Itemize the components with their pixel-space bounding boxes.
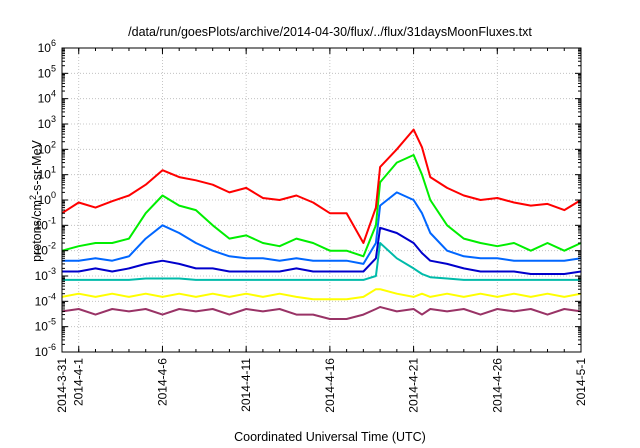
y-tick-base: 10: [38, 66, 52, 80]
x-tick-label: 2014-4-21: [407, 358, 421, 413]
y-tick-base: 10: [38, 168, 52, 182]
grid-lines: [62, 48, 581, 352]
y-tick-exp: 5: [51, 63, 56, 73]
x-tick-label: 2014-4-11: [239, 358, 253, 412]
y-tick-label: 102: [38, 139, 56, 156]
chart-title: /data/run/goesPlots/archive/2014-04-30/f…: [128, 25, 532, 39]
y-tick-exp: 2: [51, 139, 56, 149]
y-ticks: 10-610-510-410-310-210-11001011021031041…: [35, 38, 581, 359]
y-tick-exp: 3: [51, 114, 56, 124]
series-line: [61, 306, 582, 320]
y-tick-label: 105: [38, 63, 56, 80]
x-tick-label: 2014-3-31: [55, 358, 69, 413]
y-tick-base: 10: [35, 320, 49, 334]
y-tick-base: 10: [38, 117, 52, 131]
y-tick-label: 10-5: [35, 317, 56, 334]
y-tick-base: 10: [38, 142, 52, 156]
y-tick-exp: -6: [48, 342, 56, 352]
y-tick-label: 10-3: [35, 266, 56, 283]
x-tick-label: 2014-4-16: [323, 358, 337, 413]
y-axis-label: protons/cm2-s-sr-MeV: [28, 140, 44, 262]
y-tick-exp: -2: [48, 241, 56, 251]
x-tick-label: 2014-4-26: [490, 358, 504, 413]
y-axis-label-prefix: protons/cm: [30, 200, 45, 262]
y-tick-label: 10-2: [35, 241, 56, 258]
y-tick-label: 106: [38, 38, 56, 55]
y-tick-label: 101: [38, 165, 56, 182]
y-tick-base: 10: [35, 345, 49, 359]
x-tick-label: 2014-4-1: [72, 358, 86, 406]
x-ticks: 2014-3-31 2014-4-1 2014-4-6 2014-4-11 2014-4…: [55, 48, 588, 413]
y-tick-exp: 0: [51, 190, 56, 200]
y-tick-label: 10-1: [35, 215, 56, 232]
y-tick-base: 10: [38, 41, 52, 55]
y-tick-base: 10: [35, 269, 49, 283]
y-tick-exp: 6: [51, 38, 56, 48]
y-tick-base: 10: [35, 294, 49, 308]
series-line: [62, 226, 582, 275]
y-tick-exp: 1: [51, 165, 56, 175]
x-tick-label: 2014-4-6: [155, 358, 169, 406]
y-tick-label: 100: [38, 190, 56, 207]
data-series: [61, 128, 582, 320]
y-tick-base: 10: [35, 244, 49, 258]
y-tick-exp: -4: [48, 291, 56, 301]
x-axis-label: Coordinated Universal Time (UTC): [234, 430, 426, 444]
series-line: [62, 242, 581, 281]
y-tick-exp: 4: [51, 89, 56, 99]
y-axis-label-sup: 2: [27, 195, 38, 201]
series-line: [61, 154, 582, 258]
y-tick-exp: -1: [48, 215, 56, 225]
y-tick-base: 10: [35, 218, 49, 232]
y-tick-label: 103: [38, 114, 56, 131]
y-tick-base: 10: [38, 193, 52, 207]
y-tick-label: 10-4: [35, 291, 56, 308]
x-tick-label: 2014-5-1: [574, 358, 588, 406]
y-tick-exp: -3: [48, 266, 56, 276]
series-line: [61, 128, 582, 244]
y-tick-base: 10: [38, 92, 52, 106]
y-tick-label: 104: [38, 89, 56, 106]
y-axis-label-suffix: -s-sr-MeV: [30, 140, 45, 195]
y-tick-label: 10-6: [35, 342, 56, 359]
series-line: [62, 191, 582, 265]
series-line: [61, 288, 582, 301]
y-tick-exp: -5: [48, 317, 56, 327]
